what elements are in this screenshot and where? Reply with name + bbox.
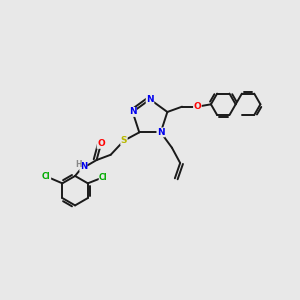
Text: Cl: Cl	[42, 172, 51, 181]
Text: N: N	[157, 128, 164, 137]
Text: Cl: Cl	[99, 173, 108, 182]
Text: O: O	[194, 102, 201, 111]
Text: O: O	[97, 140, 105, 148]
Text: N: N	[129, 107, 136, 116]
Text: H: H	[75, 160, 81, 169]
Text: S: S	[121, 136, 127, 145]
Text: N: N	[146, 95, 154, 104]
Text: N: N	[80, 162, 87, 171]
